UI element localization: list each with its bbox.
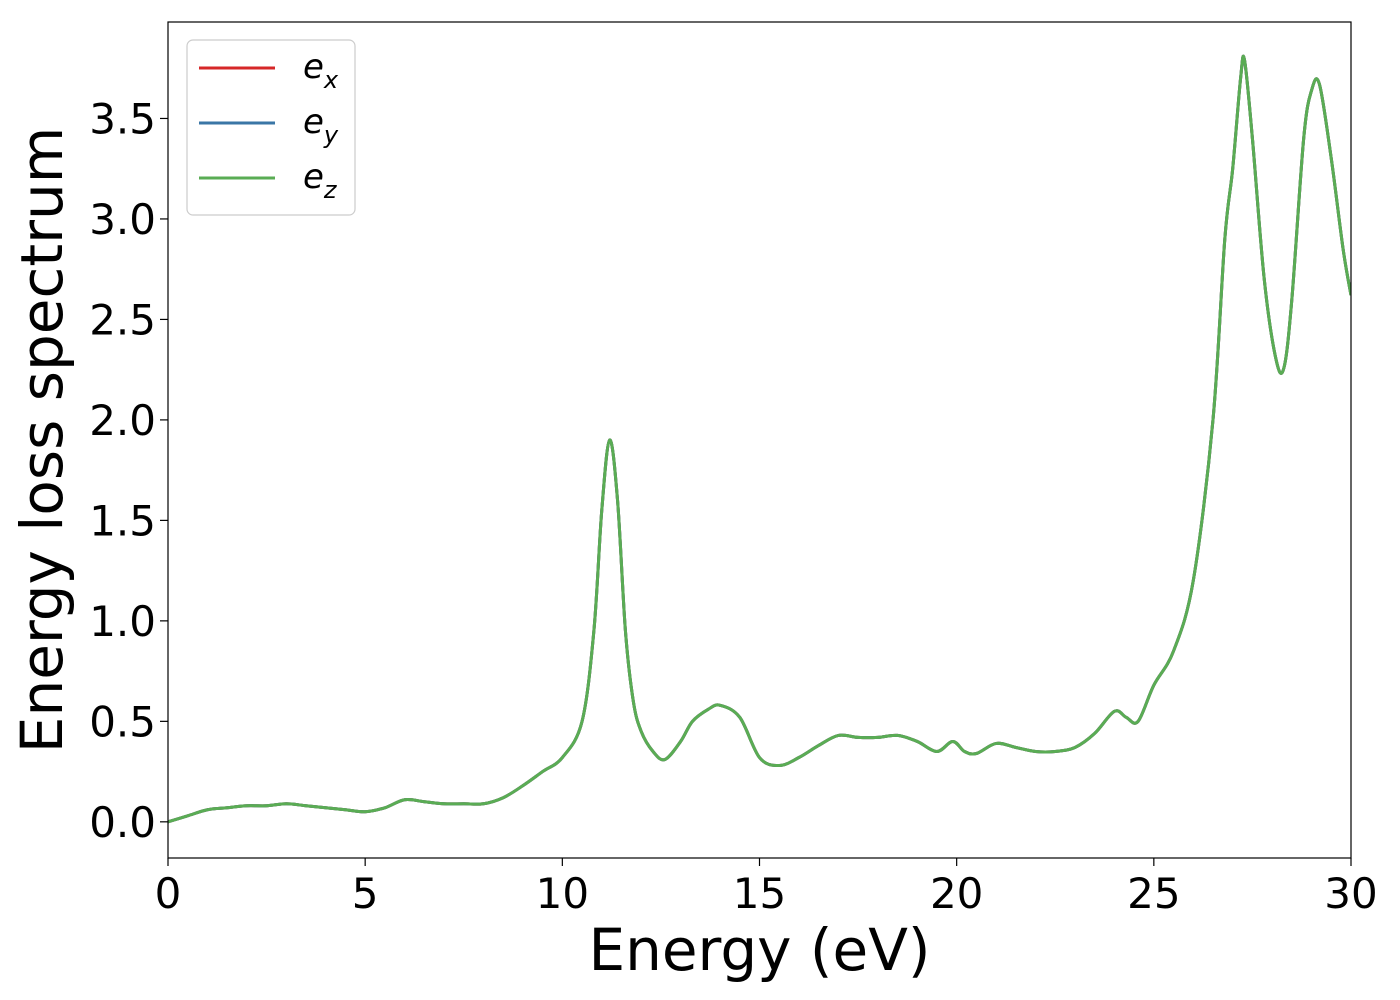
x-tick-label: 5	[352, 869, 379, 918]
y-tick-label: 1.0	[89, 597, 156, 646]
x-tick-label: 25	[1127, 869, 1180, 918]
x-tick-label: 0	[155, 869, 182, 918]
y-tick-label: 3.5	[89, 94, 156, 143]
legend-label-e-z: ez	[303, 157, 338, 204]
legend-label-e-x: ex	[303, 47, 339, 94]
y-tick-label: 3.0	[89, 195, 156, 244]
plot-area	[168, 54, 1351, 824]
y-tick-label: 2.5	[89, 295, 156, 344]
y-tick-label: 0.0	[89, 798, 156, 847]
legend-label-e-y: ey	[303, 102, 339, 149]
legend-box	[186, 39, 356, 216]
y-tick-label: 0.5	[89, 697, 156, 746]
x-tick-label: 15	[733, 869, 786, 918]
x-tick-label: 10	[536, 869, 589, 918]
x-axis-label: Energy (eV)	[588, 916, 930, 984]
y-axis-ticks: 0.0 0.5 1.0 1.5 2.0 2.5 3.0 3.5	[89, 94, 168, 847]
y-tick-label: 2.0	[89, 396, 156, 445]
x-tick-label: 20	[930, 869, 983, 918]
y-tick-label: 1.5	[89, 496, 156, 545]
legend: ex ey ez	[186, 39, 356, 216]
x-tick-label: 30	[1324, 869, 1377, 918]
y-axis-label: Energy loss spectrum	[8, 127, 76, 753]
x-axis-ticks: 0 5 10 15 20 25 30	[155, 858, 1378, 918]
series-line-e-z	[168, 54, 1351, 824]
